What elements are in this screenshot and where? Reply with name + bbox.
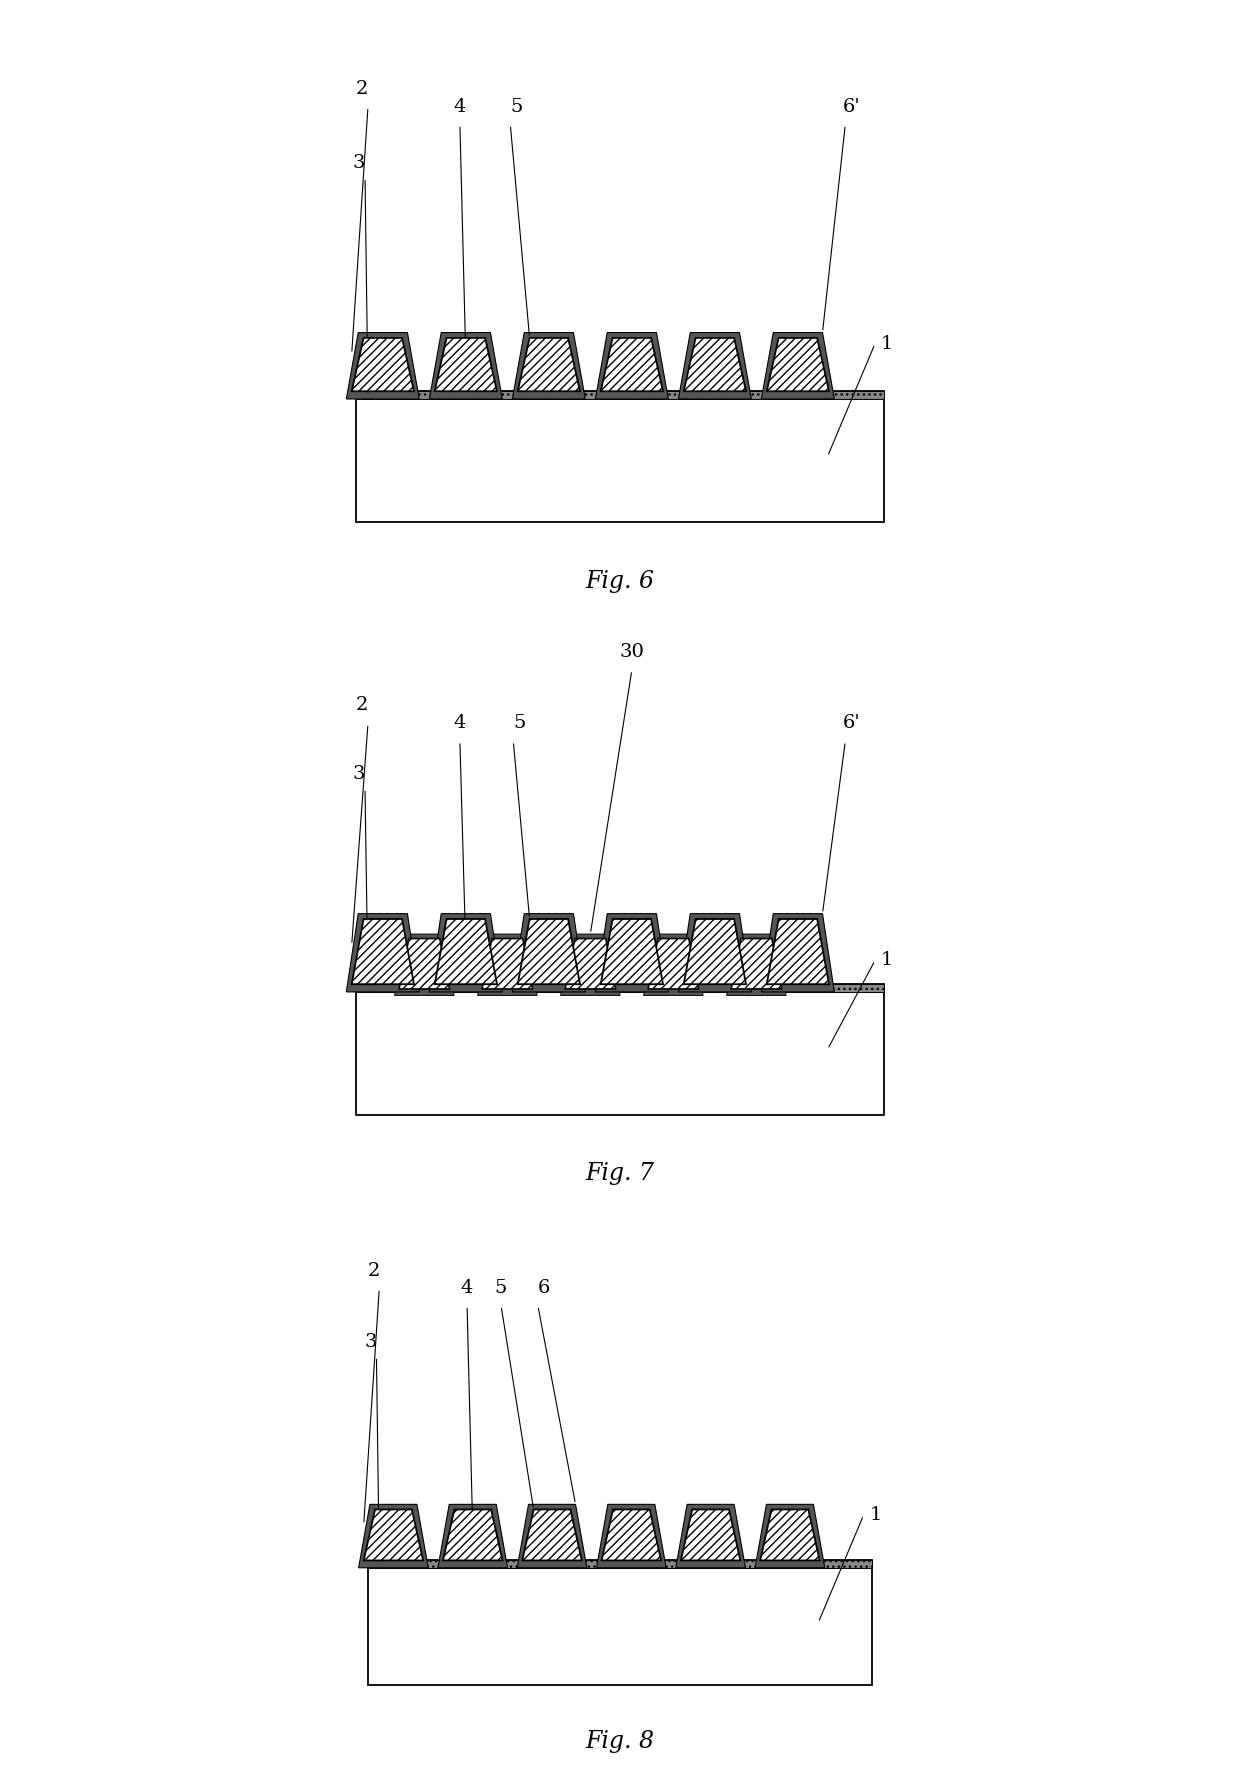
Text: 4: 4 xyxy=(454,715,466,733)
Text: 6': 6' xyxy=(842,97,861,115)
Text: 30: 30 xyxy=(620,643,645,660)
Polygon shape xyxy=(346,913,419,991)
Polygon shape xyxy=(429,913,502,991)
Text: 2: 2 xyxy=(356,696,368,715)
Polygon shape xyxy=(482,938,532,989)
Polygon shape xyxy=(518,919,580,984)
Polygon shape xyxy=(596,1504,666,1568)
Polygon shape xyxy=(595,333,668,398)
Polygon shape xyxy=(429,333,502,398)
Polygon shape xyxy=(443,1510,502,1561)
Polygon shape xyxy=(399,938,450,989)
Polygon shape xyxy=(766,338,830,391)
Bar xyxy=(368,1561,872,1685)
Text: 3: 3 xyxy=(365,1333,377,1351)
Polygon shape xyxy=(678,333,751,398)
Text: 2: 2 xyxy=(367,1262,379,1280)
Text: Fig. 6: Fig. 6 xyxy=(585,570,655,593)
Text: 5: 5 xyxy=(495,1280,507,1297)
Polygon shape xyxy=(560,935,620,995)
Polygon shape xyxy=(761,913,835,991)
Bar xyxy=(356,984,884,1115)
Text: 5: 5 xyxy=(513,715,526,733)
Text: 1: 1 xyxy=(880,952,893,970)
Text: Fig. 8: Fig. 8 xyxy=(585,1731,655,1752)
Polygon shape xyxy=(644,935,703,995)
Bar xyxy=(356,391,884,522)
Polygon shape xyxy=(595,913,668,991)
Polygon shape xyxy=(394,935,454,995)
Polygon shape xyxy=(477,935,537,995)
Polygon shape xyxy=(727,935,786,995)
Text: Fig. 7: Fig. 7 xyxy=(585,1163,655,1186)
Polygon shape xyxy=(512,913,585,991)
Polygon shape xyxy=(512,333,585,398)
Polygon shape xyxy=(766,919,830,984)
Polygon shape xyxy=(352,338,414,391)
Polygon shape xyxy=(600,338,663,391)
Text: 5: 5 xyxy=(510,97,522,115)
Text: 3: 3 xyxy=(353,765,366,782)
Text: 6': 6' xyxy=(842,715,861,733)
Polygon shape xyxy=(363,1510,423,1561)
Polygon shape xyxy=(435,919,497,984)
Polygon shape xyxy=(358,1504,428,1568)
Text: 4: 4 xyxy=(461,1280,474,1297)
Text: 2: 2 xyxy=(356,80,368,97)
Polygon shape xyxy=(678,913,751,991)
Polygon shape xyxy=(522,1510,582,1561)
Polygon shape xyxy=(435,338,497,391)
Polygon shape xyxy=(683,338,746,391)
Text: 3: 3 xyxy=(353,154,366,172)
Polygon shape xyxy=(732,938,781,989)
Polygon shape xyxy=(760,1510,820,1561)
Text: 4: 4 xyxy=(454,97,466,115)
Polygon shape xyxy=(518,338,580,391)
Polygon shape xyxy=(352,919,414,984)
Text: 1: 1 xyxy=(869,1506,882,1524)
Text: 6: 6 xyxy=(537,1280,549,1297)
Bar xyxy=(356,984,884,991)
Polygon shape xyxy=(761,333,835,398)
Polygon shape xyxy=(517,1504,587,1568)
Bar xyxy=(356,391,884,398)
Bar xyxy=(368,1561,872,1568)
Polygon shape xyxy=(676,1504,745,1568)
Polygon shape xyxy=(683,919,746,984)
Polygon shape xyxy=(438,1504,507,1568)
Polygon shape xyxy=(601,1510,661,1561)
Polygon shape xyxy=(649,938,698,989)
Text: 1: 1 xyxy=(880,335,893,352)
Polygon shape xyxy=(681,1510,740,1561)
Polygon shape xyxy=(565,938,615,989)
Polygon shape xyxy=(600,919,663,984)
Polygon shape xyxy=(755,1504,825,1568)
Polygon shape xyxy=(346,333,419,398)
